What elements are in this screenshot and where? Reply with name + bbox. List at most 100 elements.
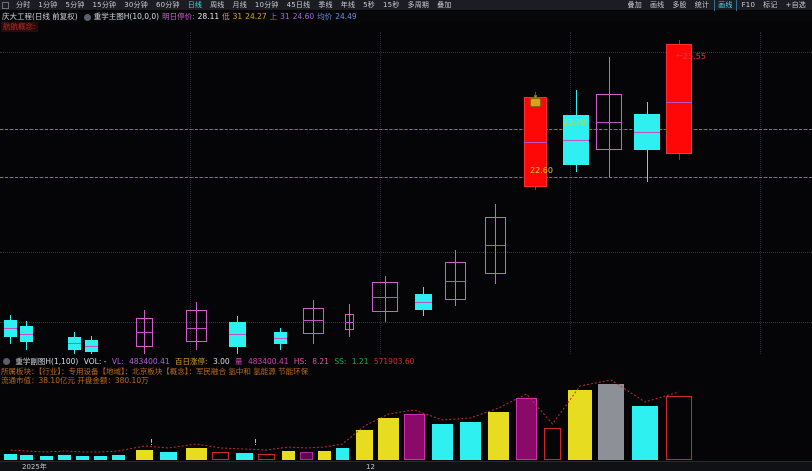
volume-bar-11[interactable] xyxy=(236,453,253,460)
candle-18[interactable] xyxy=(666,32,692,354)
volume-bar-16[interactable] xyxy=(336,448,349,460)
volume-bar-26[interactable] xyxy=(598,384,624,460)
candle-7[interactable] xyxy=(274,32,287,354)
volume-bar-22[interactable] xyxy=(488,412,509,460)
toolbar-left-group[interactable]: 分时 1分钟 5分钟 15分钟 30分钟 60分钟 日线 周线 月线 10分钟 … xyxy=(0,0,456,11)
volume-bar-14[interactable] xyxy=(300,452,313,460)
candle-16[interactable] xyxy=(596,32,622,354)
candle-6[interactable] xyxy=(229,32,246,354)
candle-ma-segment xyxy=(445,281,466,282)
tb-right-2[interactable]: 多股 xyxy=(672,0,687,9)
candle-2[interactable] xyxy=(68,32,81,354)
volume-bar-5[interactable] xyxy=(94,456,107,460)
volume-bar-7[interactable] xyxy=(136,450,153,460)
volume-bar-9[interactable] xyxy=(186,448,207,460)
candle-5[interactable] xyxy=(186,32,207,354)
volume-bar-21[interactable] xyxy=(460,422,481,460)
volume-bar-2[interactable] xyxy=(40,456,53,460)
candle-ma-segment xyxy=(596,122,622,123)
indicator-limitup-value: 3.00 xyxy=(212,357,230,366)
indicator-settings-icon[interactable] xyxy=(83,14,91,21)
tb-left-0[interactable]: 分时 xyxy=(16,0,31,9)
tb-right-5-f10[interactable]: F10 xyxy=(741,0,756,9)
volume-bar-8[interactable] xyxy=(160,452,177,460)
tb-left-12[interactable]: 年线 xyxy=(340,0,356,9)
candle-10[interactable] xyxy=(372,32,398,354)
candle-3[interactable] xyxy=(85,32,98,354)
volume-bar-6[interactable] xyxy=(112,455,125,460)
toolbar-right-group[interactable]: 叠加 画线 多股 统计 画线 F10 标记 +自选 xyxy=(624,0,812,12)
volume-bar-24[interactable] xyxy=(544,428,561,460)
volume-bar-12[interactable] xyxy=(258,454,275,460)
tb-right-3[interactable]: 统计 xyxy=(694,0,710,9)
candle-9[interactable] xyxy=(345,32,354,354)
candle-11[interactable] xyxy=(415,32,432,354)
tb-right-0[interactable]: 叠加 xyxy=(627,0,642,9)
indicator-name[interactable]: 重学副图H(1,100) xyxy=(15,357,79,366)
indicator-settings-icon-2[interactable] xyxy=(3,358,10,365)
menu-square-icon[interactable] xyxy=(2,1,9,9)
period-toolbar[interactable]: 分时 1分钟 5分钟 15分钟 30分钟 60分钟 日线 周线 月线 10分钟 … xyxy=(0,0,812,12)
volume-bar-27[interactable] xyxy=(632,406,658,460)
grid-line-v-3 xyxy=(760,32,761,354)
tb-left-6-daily-active[interactable]: 日线 xyxy=(187,0,203,9)
candle-12[interactable] xyxy=(445,32,466,354)
tb-right-4-drawline[interactable]: 画线 xyxy=(714,0,737,12)
tb-left-5[interactable]: 60分钟 xyxy=(155,0,180,9)
candle-ma-segment xyxy=(563,140,589,141)
tb-left-11[interactable]: 季线 xyxy=(318,0,333,9)
volume-bar-4[interactable] xyxy=(76,456,89,460)
volume-bar-19[interactable] xyxy=(404,414,425,460)
candle-8[interactable] xyxy=(303,32,324,354)
volume-bar-18[interactable] xyxy=(378,418,399,460)
money-bag-neck xyxy=(534,95,537,99)
candle-1[interactable] xyxy=(20,32,33,354)
tb-left-3[interactable]: 15分钟 xyxy=(92,0,117,9)
candle-17[interactable] xyxy=(634,32,660,354)
tb-left-7[interactable]: 周线 xyxy=(210,0,225,9)
money-bag-body xyxy=(530,98,541,107)
volume-indicator-panel[interactable]: 重学副图H(1,100) VOL: - VL: 483400.41 百日涨停: … xyxy=(0,354,812,471)
candle-wick xyxy=(196,302,197,350)
up-limit-num: 31 xyxy=(280,12,290,21)
volume-bar-0[interactable] xyxy=(4,454,17,460)
tb-left-9[interactable]: 10分钟 xyxy=(254,0,279,9)
tb-left-1[interactable]: 1分钟 xyxy=(38,0,58,9)
tb-right-6[interactable]: 标记 xyxy=(763,0,778,9)
volume-bar-25[interactable] xyxy=(568,390,592,460)
volume-bar-15[interactable] xyxy=(318,451,331,460)
tb-left-15[interactable]: 多周期 xyxy=(407,0,430,9)
candle-wick xyxy=(495,204,496,284)
market-cap-row: 流通市值：38.10亿元 开盘金额：380.10万 xyxy=(1,376,149,385)
volume-bar-10[interactable] xyxy=(212,452,229,460)
price-level-dashed-0 xyxy=(0,129,812,130)
tb-right-1[interactable]: 画线 xyxy=(649,0,665,9)
candle-15[interactable] xyxy=(563,32,589,354)
volume-bar-28[interactable] xyxy=(666,396,692,460)
volume-bar-13[interactable] xyxy=(282,451,295,460)
tb-left-4[interactable]: 30分钟 xyxy=(124,0,148,9)
candle-14[interactable] xyxy=(524,32,547,354)
tb-right-7-add-watchlist[interactable]: +自选 xyxy=(785,0,806,9)
tb-left-14[interactable]: 15秒 xyxy=(383,0,400,9)
volume-bar-20[interactable] xyxy=(432,424,453,460)
indicator-hs-label: HS: xyxy=(293,357,307,366)
candle-0[interactable] xyxy=(4,32,17,354)
tb-left-13[interactable]: 5秒 xyxy=(363,0,376,9)
tb-left-2[interactable]: 5分钟 xyxy=(65,0,85,9)
tb-left-10[interactable]: 45日线 xyxy=(286,0,311,9)
indicator-header-row1: 重学副图H(1,100) VOL: - VL: 483400.41 百日涨停: … xyxy=(0,357,812,366)
candle-body xyxy=(666,44,692,154)
candle-13[interactable] xyxy=(485,32,506,354)
main-indicator-label[interactable]: 重学主图H(10,0,0) xyxy=(93,12,160,21)
volume-bar-1[interactable] xyxy=(20,455,33,460)
grid-line-v-1 xyxy=(380,32,381,354)
tb-left-16[interactable]: 叠加 xyxy=(437,0,452,9)
volume-bar-23[interactable] xyxy=(516,398,537,460)
candle-4[interactable] xyxy=(136,32,153,354)
indicator-hs-value: 8.21 xyxy=(312,357,329,366)
volume-bar-3[interactable] xyxy=(58,455,71,460)
volume-bar-17[interactable] xyxy=(356,430,373,460)
tb-left-8[interactable]: 月线 xyxy=(232,0,247,9)
